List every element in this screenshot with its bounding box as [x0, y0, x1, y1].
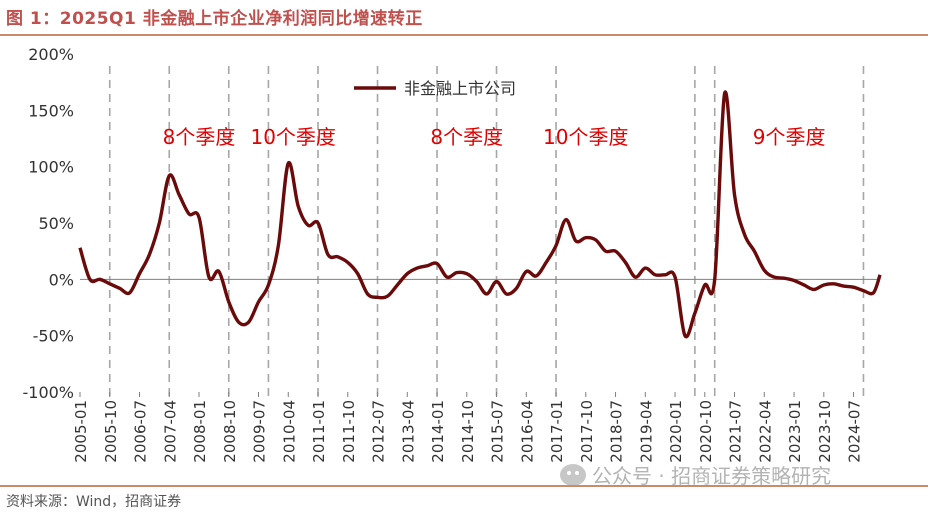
x-tick-label: 2021-07: [727, 400, 745, 463]
series-lines: [78, 90, 882, 339]
x-tick-label: 2020-10: [697, 400, 715, 463]
duration-annotation: 9个季度: [753, 125, 826, 149]
x-tick-label: 2006-07: [132, 400, 150, 463]
chart-title: 图 1：2025Q1 非金融上市企业净利润同比增速转正: [6, 9, 423, 29]
duration-annotation: 8个季度: [163, 125, 236, 149]
line-chart: -100% -50% 0% 50% 100% 150% 200% 2005-01 2005-1…: [22, 45, 882, 463]
x-tick-label: 2014-10: [459, 400, 477, 463]
x-axis: 2005-01 2005-10 2006-07 2007-04 2008-01 2008-…: [72, 278, 880, 463]
y-tick-label: 50%: [38, 214, 74, 233]
watermark: 公众号 · 招商证券策略研究: [560, 460, 831, 489]
wechat-icon: [560, 463, 586, 486]
top-rule: [0, 34, 928, 36]
x-tick-label: 2005-01: [72, 400, 90, 463]
watermark-text: 公众号 · 招商证券策略研究: [592, 464, 832, 488]
x-tick-label: 2017-01: [548, 400, 566, 463]
x-tick-label: 2024-07: [846, 400, 864, 463]
x-tick-label: 2007-04: [161, 400, 179, 463]
y-tick-label: 200%: [28, 45, 74, 64]
x-tick-label: 2013-04: [399, 400, 417, 463]
x-tick-label: 2019-04: [637, 400, 655, 463]
annotations: 8个季度 10个季度 8个季度 10个季度 9个季度: [163, 125, 826, 149]
x-tick-label: 2014-01: [429, 400, 447, 463]
source-note: 资料来源：Wind，招商证券: [6, 494, 182, 510]
x-tick-label: 2008-01: [191, 400, 209, 463]
x-tick-label: 2005-10: [102, 400, 120, 463]
y-tick-label: 150%: [28, 101, 74, 120]
y-tick-label: -100%: [22, 383, 74, 402]
legend: 非金融上市公司: [354, 79, 516, 98]
y-tick-label: 0%: [49, 270, 74, 289]
series-line: [78, 90, 882, 339]
x-tick-label: 2010-04: [280, 400, 298, 463]
x-tick-label: 2011-01: [310, 400, 328, 463]
x-tick-label: 2009-07: [251, 400, 269, 463]
x-tick-label: 2018-07: [608, 400, 626, 463]
legend-label: 非金融上市公司: [404, 79, 516, 98]
x-tick-label: 2012-07: [370, 400, 388, 463]
y-tick-label: 100%: [28, 158, 74, 177]
duration-annotation: 10个季度: [543, 125, 628, 149]
y-tick-label: -50%: [33, 327, 74, 346]
x-tick-label: 2015-07: [489, 400, 507, 463]
y-axis: -100% -50% 0% 50% 100% 150% 200%: [22, 45, 74, 402]
guide-lines: [108, 66, 865, 402]
x-tick-label: 2023-10: [816, 400, 834, 463]
bottom-rule: [0, 485, 928, 487]
x-tick-label: 2023-01: [786, 400, 804, 463]
x-tick-label: 2008-10: [221, 400, 239, 463]
x-tick-label: 2016-04: [518, 400, 536, 463]
duration-annotation: 8个季度: [430, 125, 503, 149]
x-tick-label: 2017-10: [578, 400, 596, 463]
x-tick-label: 2011-10: [340, 400, 358, 463]
x-tick-label: 2020-01: [667, 400, 685, 463]
duration-annotation: 10个季度: [250, 125, 335, 149]
x-tick-label: 2022-04: [756, 400, 774, 463]
